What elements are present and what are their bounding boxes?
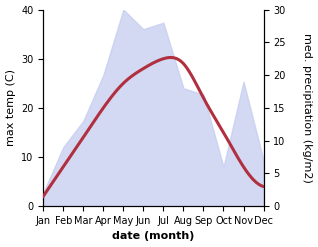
Y-axis label: max temp (C): max temp (C)	[5, 69, 16, 146]
X-axis label: date (month): date (month)	[112, 231, 195, 242]
Y-axis label: med. precipitation (kg/m2): med. precipitation (kg/m2)	[302, 33, 313, 183]
